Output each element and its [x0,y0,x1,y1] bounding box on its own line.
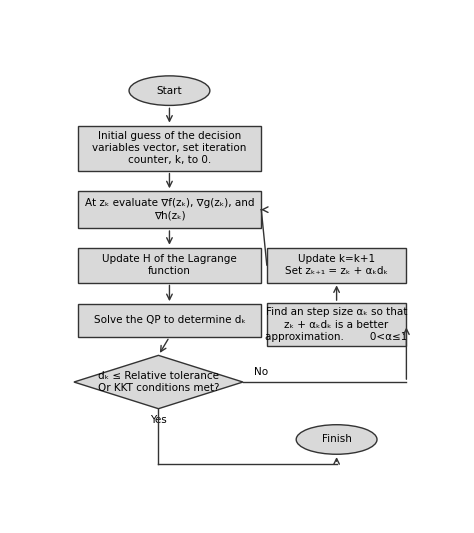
FancyBboxPatch shape [78,248,261,282]
FancyBboxPatch shape [78,304,261,337]
FancyBboxPatch shape [267,303,406,346]
FancyBboxPatch shape [78,191,261,228]
Text: Initial guess of the decision
variables vector, set iteration
counter, k, to 0.: Initial guess of the decision variables … [92,131,246,165]
FancyBboxPatch shape [267,248,406,282]
Polygon shape [74,356,243,409]
Text: At zₖ evaluate ∇f(zₖ), ∇g(zₖ), and
∇h(zₖ): At zₖ evaluate ∇f(zₖ), ∇g(zₖ), and ∇h(zₖ… [85,198,254,221]
Ellipse shape [296,425,377,454]
Text: Start: Start [156,86,182,95]
Text: Solve the QP to determine dₖ: Solve the QP to determine dₖ [93,316,246,326]
Text: Find an step size αₖ so that
zₖ + αₖdₖ is a better
approximation.        0<α≤1: Find an step size αₖ so that zₖ + αₖdₖ i… [265,307,408,342]
Text: Finish: Finish [322,434,352,445]
Text: dₖ ≤ Relative tolerance
Or KKT conditions met?: dₖ ≤ Relative tolerance Or KKT condition… [98,371,219,393]
Text: Update k=k+1
Set zₖ₊₁ = zₖ + αₖdₖ: Update k=k+1 Set zₖ₊₁ = zₖ + αₖdₖ [285,254,388,276]
Text: Yes: Yes [150,415,167,425]
Text: No: No [254,367,268,377]
FancyBboxPatch shape [78,126,261,171]
Ellipse shape [129,76,210,106]
Text: Update H of the Lagrange
function: Update H of the Lagrange function [102,254,237,276]
